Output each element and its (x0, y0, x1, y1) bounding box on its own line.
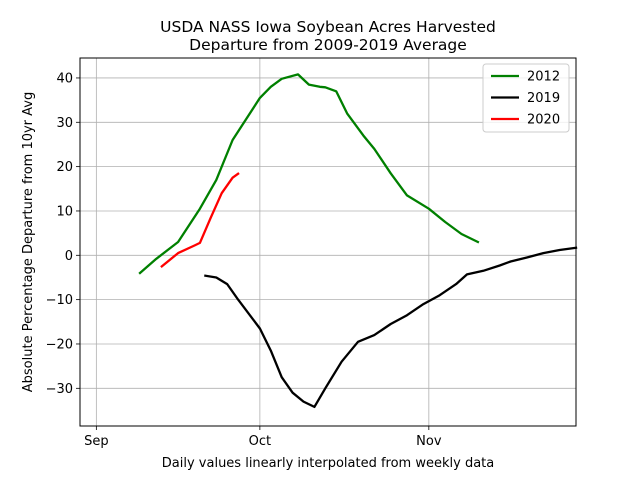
y-axis-label: Absolute Percentage Departure from 10yr … (21, 92, 36, 393)
legend-label-2019: 2019 (527, 91, 560, 106)
y-tick-label: 40 (56, 71, 73, 86)
x-axis-label: Daily values linearly interpolated from … (162, 456, 494, 471)
series-line-2020 (160, 172, 240, 269)
series-line-2019 (204, 246, 578, 409)
series-lines (138, 73, 578, 409)
x-tick-label: Sep (84, 434, 109, 449)
y-tick-label: −30 (46, 382, 73, 397)
x-tick-label: Nov (416, 434, 442, 449)
axis-ticks: Sep Oct Nov −30 −20 −10 0 10 20 30 40 (46, 71, 442, 449)
legend: 2012 2019 2020 (482, 63, 570, 133)
y-tick-label: 30 (56, 116, 73, 131)
x-tick-label: Oct (249, 434, 271, 449)
y-tick-label: 20 (56, 160, 73, 175)
y-tick-label: 0 (65, 249, 73, 264)
legend-label-2020: 2020 (527, 113, 560, 128)
chart-subtitle: Departure from 2009-2019 Average (189, 36, 467, 54)
legend-box (482, 63, 570, 133)
chart-title: USDA NASS Iowa Soybean Acres Harvested (160, 18, 496, 36)
y-tick-label: −20 (46, 337, 73, 352)
series-line-2012 (138, 73, 480, 275)
y-tick-label: −10 (46, 293, 73, 308)
legend-label-2012: 2012 (527, 70, 560, 85)
y-tick-label: 10 (56, 204, 73, 219)
plot-frame (79, 57, 577, 427)
